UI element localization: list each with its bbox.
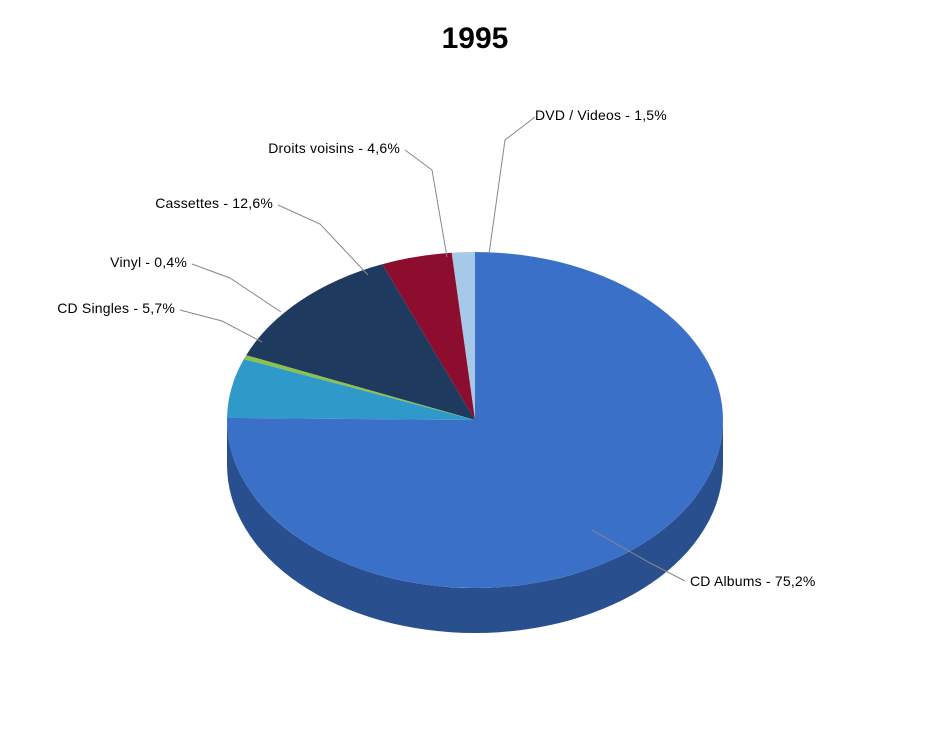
pie-slice-label: CD Albums - 75,2%	[690, 573, 816, 589]
pie-chart-1995: 1995 DVD / Videos - 1,5% Droits voisins -…	[0, 0, 950, 729]
pie-slice-label: Cassettes - 12,6%	[155, 195, 273, 211]
pie-slice-label: Droits voisins - 4,6%	[268, 140, 400, 156]
pie-svg	[0, 0, 950, 729]
chart-title: 1995	[0, 22, 950, 56]
pie-slice-label: CD Singles - 5,7%	[57, 300, 175, 316]
pie-slice-label: DVD / Videos - 1,5%	[535, 107, 667, 123]
pie-slice-label: Vinyl - 0,4%	[110, 254, 187, 270]
